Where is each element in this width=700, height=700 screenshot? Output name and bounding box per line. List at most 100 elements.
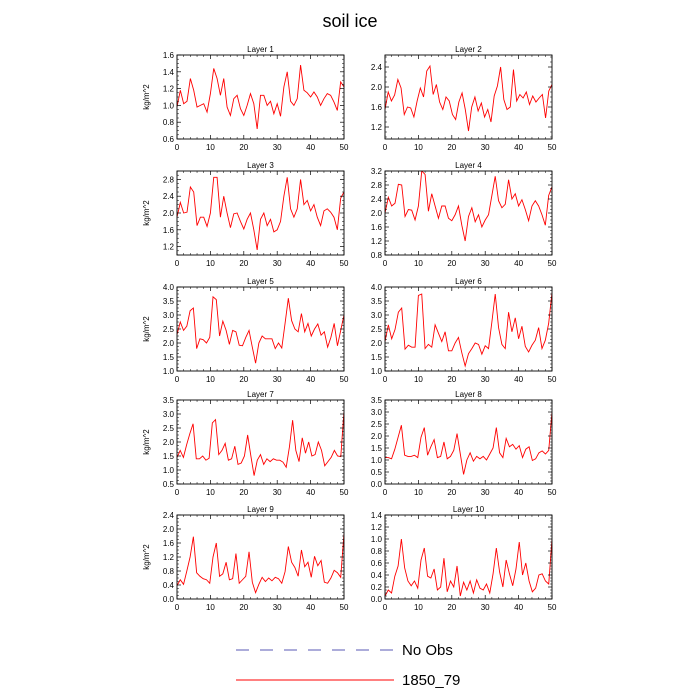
- x-tick-label: 50: [340, 143, 349, 152]
- panel-layer-6: Layer 6 0 10 20 30 40 50 1.0 1.5 2.0 2.5 3.0 3.5 4.0: [371, 277, 557, 384]
- panel-title: Layer 10: [453, 505, 485, 514]
- x-tick-label: 0: [175, 259, 180, 268]
- y-axis-label: kg/m^2: [142, 316, 151, 342]
- y-tick-label: 0.2: [371, 583, 383, 592]
- y-tick-label: 0.4: [163, 581, 175, 590]
- x-tick-label: 0: [383, 603, 388, 612]
- x-tick-label: 0: [383, 143, 388, 152]
- x-tick-label: 40: [514, 603, 523, 612]
- y-tick-label: 1.5: [163, 452, 175, 461]
- panel-layer-4: Layer 4 0 10 20 30 40 50 0.8 1.2 1.6 2.0 2.4 2.8 3.2: [371, 161, 557, 268]
- x-tick-label: 10: [206, 143, 215, 152]
- panel-layer-1: Layer 1 0 10 20 30 40 50 0.6 0.8 1.0 1.2 1.4 1.6 kg/m…: [142, 45, 349, 152]
- y-tick-label: 0.8: [163, 118, 175, 127]
- x-tick-label: 20: [447, 143, 456, 152]
- y-tick-label: 2.0: [163, 525, 175, 534]
- x-tick-label: 0: [175, 603, 180, 612]
- y-tick-label: 0.6: [371, 559, 383, 568]
- x-tick-label: 20: [239, 488, 248, 497]
- plot-frame: [384, 54, 553, 140]
- x-tick-label: 10: [414, 259, 423, 268]
- plot-frame: [176, 399, 345, 485]
- panel-layer-9: Layer 9 0 10 20 30 40 50 0.0 0.4 0.8 1.2 1.6 2.0 2.4 k…: [142, 505, 349, 612]
- plot-frame: [384, 399, 553, 485]
- x-tick-label: 40: [514, 375, 523, 384]
- x-tick-label: 40: [306, 488, 315, 497]
- plot-frame: [176, 514, 345, 600]
- x-tick-label: 50: [548, 143, 557, 152]
- x-tick-label: 20: [239, 143, 248, 152]
- y-tick-label: 0.0: [163, 595, 175, 604]
- y-tick-label: 3.0: [371, 311, 383, 320]
- x-tick-label: 40: [306, 143, 315, 152]
- y-tick-label: 0.0: [371, 595, 383, 604]
- x-tick-label: 10: [414, 488, 423, 497]
- x-tick-label: 20: [447, 603, 456, 612]
- y-tick-label: 1.2: [163, 243, 175, 252]
- x-tick-label: 30: [481, 375, 490, 384]
- series-line: [385, 411, 552, 475]
- panel-title: Layer 4: [455, 161, 482, 170]
- panel-title: Layer 5: [247, 277, 274, 286]
- panels: Layer 10 10 20 30 40 50 0.6 0.8 1.0 1.2 1.4 1.6 kg/m…: [142, 45, 557, 612]
- plot-frame: [176, 170, 345, 256]
- x-tick-label: 50: [340, 375, 349, 384]
- y-tick-label: 1.0: [163, 367, 175, 376]
- x-tick-label: 50: [548, 375, 557, 384]
- y-tick-label: 0.5: [371, 468, 383, 477]
- x-tick-label: 30: [273, 143, 282, 152]
- y-axis-label: kg/m^2: [142, 429, 151, 455]
- y-tick-label: 1.2: [163, 85, 175, 94]
- legend: No Obs 1850_79: [236, 642, 460, 689]
- y-tick-label: 1.2: [163, 553, 175, 562]
- x-tick-label: 20: [447, 488, 456, 497]
- y-tick-label: 1.4: [163, 68, 175, 77]
- x-tick-label: 0: [175, 143, 180, 152]
- y-tick-label: 3.5: [163, 297, 175, 306]
- y-tick-label: 1.5: [371, 353, 383, 362]
- y-tick-label: 1.2: [371, 237, 383, 246]
- y-tick-label: 0.5: [163, 480, 175, 489]
- x-tick-label: 40: [514, 488, 523, 497]
- series-line: [177, 65, 344, 129]
- x-tick-label: 20: [447, 375, 456, 384]
- plot-frame: [384, 286, 553, 372]
- x-tick-label: 50: [340, 603, 349, 612]
- series-line: [177, 411, 344, 476]
- y-tick-label: 0.8: [163, 567, 175, 576]
- x-tick-label: 40: [514, 143, 523, 152]
- series-line: [385, 64, 552, 132]
- legend-label-1850-79: 1850_79: [402, 672, 460, 689]
- y-tick-label: 1.5: [163, 353, 175, 362]
- x-tick-label: 20: [239, 375, 248, 384]
- y-tick-label: 2.0: [163, 438, 175, 447]
- x-tick-label: 20: [239, 259, 248, 268]
- y-tick-label: 2.0: [371, 339, 383, 348]
- x-tick-label: 40: [306, 259, 315, 268]
- x-tick-label: 30: [481, 259, 490, 268]
- x-tick-label: 20: [447, 259, 456, 268]
- x-tick-label: 0: [383, 488, 388, 497]
- y-tick-label: 1.5: [371, 444, 383, 453]
- panel-title: Layer 3: [247, 161, 274, 170]
- series-line: [385, 538, 552, 597]
- panel-title: Layer 2: [455, 45, 482, 54]
- panel-layer-10: Layer 10 0 10 20 30 40 50 0.0 0.2 0.4 0.6 0.8 1.0 1.2…: [371, 505, 557, 612]
- x-tick-label: 30: [481, 603, 490, 612]
- panel-layer-7: Layer 7 0 10 20 30 40 50 0.5 1.0 1.5 2.0 2.5 3.0 3.5 k…: [142, 390, 349, 497]
- x-tick-label: 20: [239, 603, 248, 612]
- x-tick-label: 30: [481, 143, 490, 152]
- y-tick-label: 1.6: [163, 226, 175, 235]
- series-line: [385, 292, 552, 368]
- x-tick-label: 10: [414, 603, 423, 612]
- x-tick-label: 10: [206, 259, 215, 268]
- panel-title: Layer 6: [455, 277, 482, 286]
- y-tick-label: 1.0: [163, 466, 175, 475]
- y-axis-label: kg/m^2: [142, 200, 151, 226]
- y-tick-label: 1.0: [371, 456, 383, 465]
- x-tick-label: 0: [175, 375, 180, 384]
- y-tick-label: 2.4: [163, 192, 175, 201]
- x-tick-label: 40: [306, 603, 315, 612]
- x-tick-label: 10: [414, 375, 423, 384]
